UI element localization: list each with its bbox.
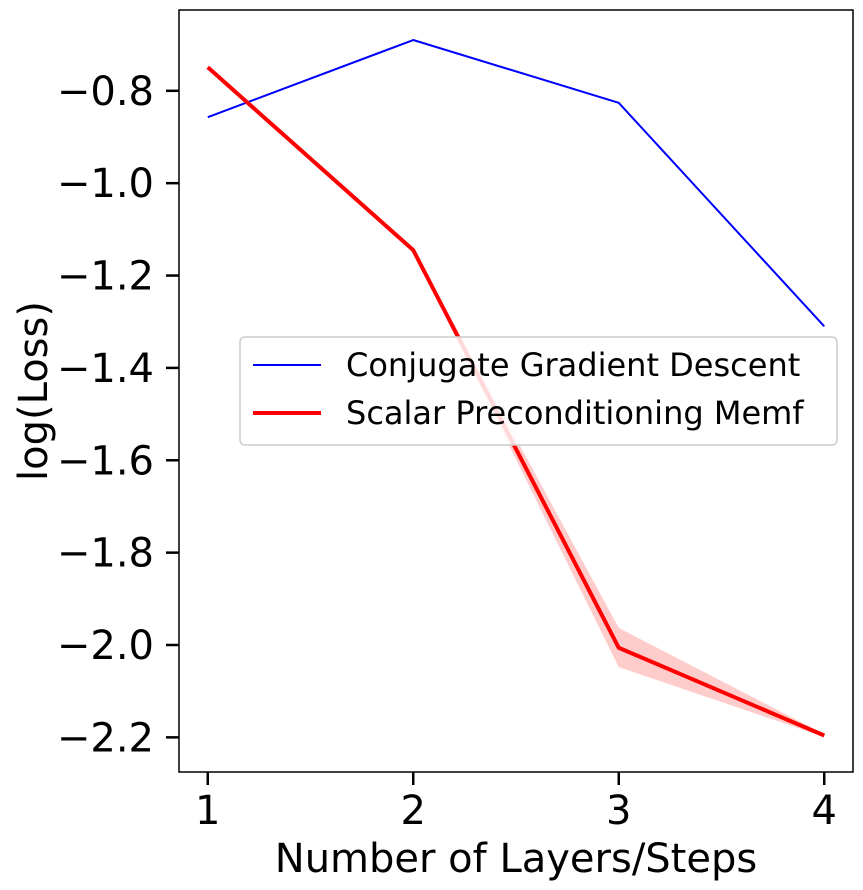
y-tick-label: −1.6 <box>57 438 154 484</box>
y-tick-label: −1.8 <box>57 531 154 577</box>
x-tick-label: 2 <box>401 788 426 834</box>
y-axis-title: log(Loss) <box>11 301 57 481</box>
x-axis-title: Number of Layers/Steps <box>275 836 757 882</box>
legend-box <box>239 336 838 446</box>
x-tick-label: 3 <box>606 788 631 834</box>
legend-label-scalar-preconditioning-memf: Scalar Preconditioning Memf <box>346 394 804 432</box>
series-line-0 <box>207 39 825 328</box>
y-tick-label: −2.2 <box>57 715 154 761</box>
y-tick-label: −0.8 <box>57 69 154 115</box>
legend-label-conjugate-gradient-descent: Conjugate Gradient Descent <box>346 346 800 384</box>
legend: Conjugate Gradient Descent Scalar Precon… <box>239 336 838 446</box>
x-tick-label: 4 <box>812 788 837 834</box>
series-line-1 <box>206 65 826 738</box>
x-tick-label: 1 <box>195 788 220 834</box>
y-tick-label: −1.0 <box>57 161 154 207</box>
y-tick-label: −1.4 <box>57 346 154 392</box>
plot-frame <box>178 9 854 773</box>
y-tick-label: −1.2 <box>57 254 154 300</box>
y-tick-label: −2.0 <box>57 623 154 669</box>
